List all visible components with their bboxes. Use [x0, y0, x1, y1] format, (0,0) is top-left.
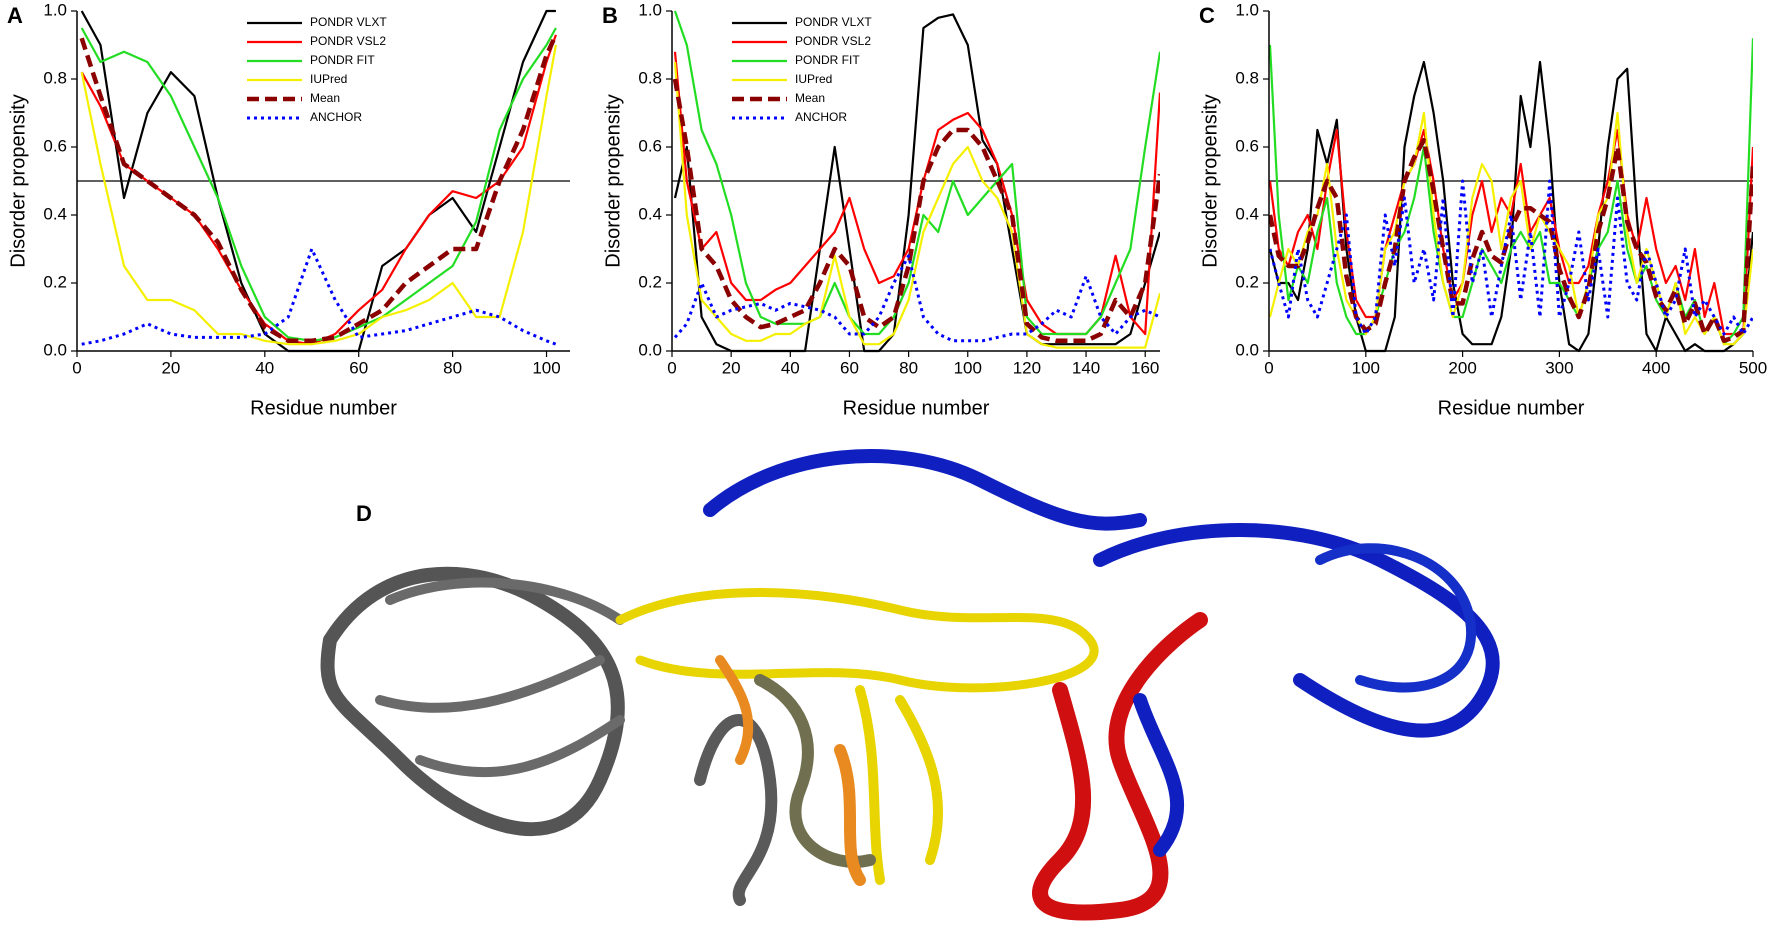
series-line: [80, 44, 557, 346]
legend-label: Mean: [795, 91, 825, 105]
x-tick-label: 0: [72, 358, 81, 377]
series-line: [673, 10, 1160, 336]
y-tick-label: 0.4: [638, 204, 662, 223]
x-tick-label: 400: [1642, 358, 1670, 377]
series-line: [673, 254, 1160, 343]
x-tick-label: 300: [1545, 358, 1573, 377]
legend-label: PONDR FIT: [795, 53, 860, 67]
y-tick-label: 0.2: [638, 272, 662, 291]
x-tick-label: 0: [667, 358, 676, 377]
legend-label: PONDR FIT: [310, 53, 375, 67]
y-axis-label: Disorder propensity: [1199, 94, 1221, 267]
x-tick-label: 20: [161, 358, 180, 377]
x-tick-label: 100: [1352, 358, 1380, 377]
y-tick-label: 0.8: [1235, 68, 1259, 87]
series-line: [672, 78, 1160, 344]
y-axis-label: Disorder propensity: [7, 94, 29, 267]
legend-label: Mean: [310, 91, 340, 105]
plot-area: [1269, 38, 1753, 353]
x-tick-label: 80: [899, 358, 918, 377]
y-tick-label: 0.4: [43, 204, 67, 223]
x-tick-label: 60: [349, 358, 368, 377]
panel-label: D: [356, 501, 372, 526]
x-tick-label: 80: [443, 358, 462, 377]
series-line: [79, 33, 558, 344]
y-tick-label: 0.8: [638, 68, 662, 87]
y-tick-label: 0.0: [638, 340, 662, 359]
y-tick-label: 0.2: [43, 272, 67, 291]
x-axis-label: Residue number: [250, 397, 397, 419]
x-tick-label: 0: [1264, 358, 1273, 377]
y-tick-label: 0.6: [43, 136, 67, 155]
y-tick-label: 1.0: [638, 0, 662, 19]
legend-label: IUPred: [310, 72, 347, 86]
legend-label: PONDR VSL2: [795, 34, 871, 48]
x-tick-label: 160: [1131, 358, 1159, 377]
plot-area: [79, 9, 558, 353]
y-tick-label: 1.0: [1235, 0, 1259, 19]
x-tick-label: 20: [722, 358, 741, 377]
x-axis-label: Residue number: [1438, 397, 1585, 419]
y-tick-label: 0.4: [1235, 204, 1259, 223]
panel-label: B: [602, 3, 618, 28]
series-line: [1269, 179, 1753, 336]
y-tick-label: 0.6: [1235, 136, 1259, 155]
x-tick-label: 200: [1448, 358, 1476, 377]
x-tick-label: 500: [1739, 358, 1767, 377]
legend-label: PONDR VLXT: [310, 15, 387, 29]
legend-label: ANCHOR: [795, 110, 847, 124]
y-tick-label: 0.2: [1235, 272, 1259, 291]
y-tick-label: 1.0: [43, 0, 67, 19]
x-tick-label: 120: [1013, 358, 1041, 377]
chart: B 0.0 0.2 0.4 0.6 0.8 1.0 0 20 40 60 80 100 120 140 160…: [602, 0, 1160, 419]
x-tick-label: 140: [1072, 358, 1100, 377]
series-line: [1269, 137, 1753, 344]
x-tick-label: 40: [781, 358, 800, 377]
y-axis-label: Disorder propensity: [602, 94, 624, 267]
series-line: [1269, 128, 1753, 336]
y-tick-label: 0.0: [43, 340, 67, 359]
chart: A 0.0 0.2 0.4 0.6 0.8 1.0 0 20 40 60 80 100 Residue n…: [7, 0, 570, 419]
panel-label: C: [1199, 3, 1215, 28]
protein-structure: [320, 449, 1500, 921]
chart: C 0.0 0.2 0.4 0.6 0.8 1.0 0 100 200 300 400 500 Resid…: [1199, 0, 1767, 419]
y-tick-label: 0.6: [638, 136, 662, 155]
series-line: [673, 61, 1160, 349]
legend-label: ANCHOR: [310, 110, 362, 124]
x-tick-label: 40: [255, 358, 274, 377]
x-tick-label: 100: [954, 358, 982, 377]
x-tick-label: 60: [840, 358, 859, 377]
legend-label: PONDR VLXT: [795, 15, 872, 29]
x-axis-label: Residue number: [843, 397, 990, 419]
y-tick-label: 0.8: [43, 68, 67, 87]
x-tick-label: 100: [532, 358, 560, 377]
legend-label: IUPred: [795, 72, 832, 86]
series-line: [81, 247, 557, 346]
y-tick-label: 0.0: [1235, 340, 1259, 359]
panel-label: A: [7, 3, 23, 28]
legend-label: PONDR VSL2: [310, 34, 386, 48]
